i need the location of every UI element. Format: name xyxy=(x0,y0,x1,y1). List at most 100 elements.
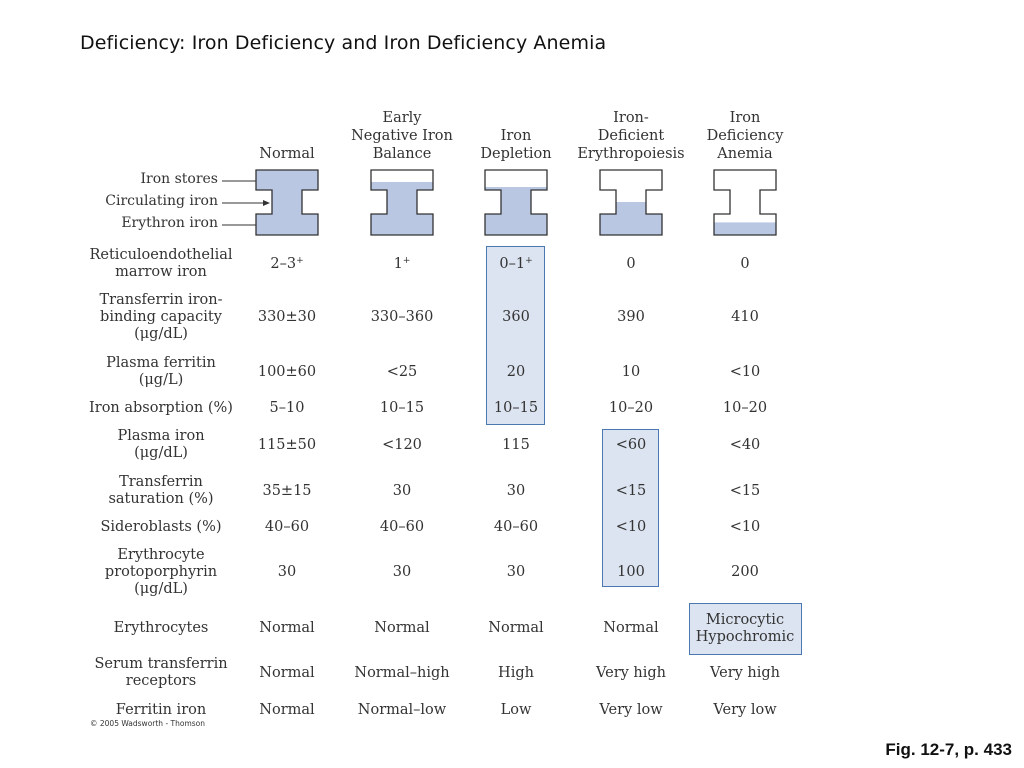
copyright: © 2005 Wadsworth - Thomson xyxy=(90,719,206,728)
iron-ibeam xyxy=(255,169,319,236)
table-cell: Normal–low xyxy=(357,702,447,718)
circulating-iron-fill xyxy=(600,202,662,214)
column-header: Early Negative Iron Balance xyxy=(351,110,453,162)
erythron-iron-fill xyxy=(371,214,433,235)
erythron-iron-fill xyxy=(256,214,318,235)
table-cell: 40–60 xyxy=(379,519,425,535)
circulating-iron-fill xyxy=(256,190,318,214)
column-header: Iron Depletion xyxy=(480,128,552,162)
table-cell: 1+ xyxy=(393,255,411,272)
circulating-iron-fill xyxy=(485,190,547,214)
table-cell: 30 xyxy=(392,564,412,580)
ibeam-outline xyxy=(713,169,777,236)
row-label: Serum transferrin receptors xyxy=(94,656,228,689)
iron-ibeam xyxy=(713,169,777,236)
table-cell: 35±15 xyxy=(262,482,312,499)
table-cell: 40–60 xyxy=(493,519,539,535)
iron-ibeam xyxy=(484,169,548,236)
highlight-iron-deficient-erythropoiesis xyxy=(602,429,659,587)
table-cell: 0–1+ xyxy=(499,255,533,272)
row-label: Reticuloendothelial marrow iron xyxy=(89,247,233,280)
table-cell: <40 xyxy=(729,436,761,453)
table-cell: <60 xyxy=(615,436,647,453)
table-cell: <120 xyxy=(382,436,422,453)
iron-stores-fill xyxy=(371,182,433,190)
row-label: Plasma iron (μg/dL) xyxy=(117,428,205,461)
ibeam-outline xyxy=(599,169,663,236)
table-cell: Microcytic Hypochromic xyxy=(695,611,795,645)
table-cell: 330–360 xyxy=(370,309,434,325)
table-cell: 390 xyxy=(617,309,645,325)
table-cell: 0 xyxy=(626,255,636,272)
label-erythron-iron: Erythron iron xyxy=(121,215,218,231)
table-cell: 30 xyxy=(506,482,526,499)
label-iron-stores: Iron stores xyxy=(140,171,218,187)
ibeam-outline xyxy=(255,169,319,236)
erythron-iron-fill xyxy=(714,222,776,235)
highlight-iron-deficiency-anemia xyxy=(689,603,802,655)
column-header: Iron Deficiency Anemia xyxy=(706,110,784,162)
row-label: Ferritin iron xyxy=(115,702,207,718)
table-cell: Normal xyxy=(603,620,659,636)
table-cell: 330±30 xyxy=(257,309,317,325)
table-cell: 100±60 xyxy=(257,363,317,380)
table-cell: 30 xyxy=(392,482,412,499)
table-cell: Low xyxy=(500,702,532,718)
table-cell: <15 xyxy=(729,482,761,499)
row-label: Erythrocyte protoporphyrin (μg/dL) xyxy=(104,547,218,597)
table-cell: 20 xyxy=(506,363,526,380)
table-cell: Normal xyxy=(259,664,315,681)
table-cell: 40–60 xyxy=(264,519,310,535)
table-cell: 10 xyxy=(621,363,641,380)
table-cell: 2–3+ xyxy=(270,255,304,272)
table-cell: High xyxy=(498,664,534,681)
circulating-iron-fill xyxy=(371,190,433,214)
erythron-iron-fill xyxy=(600,214,662,235)
table-cell: <25 xyxy=(386,363,418,380)
row-label: Iron absorption (%) xyxy=(89,400,233,416)
table-cell: 115 xyxy=(502,436,530,453)
table-cell: 10–20 xyxy=(608,400,654,416)
table-cell: 5–10 xyxy=(269,400,305,416)
table-cell: 115±50 xyxy=(257,436,317,453)
table-cell: 10–15 xyxy=(493,400,539,416)
row-label: Transferrin saturation (%) xyxy=(108,474,214,507)
erythron-iron-fill xyxy=(485,214,547,235)
table-cell: 200 xyxy=(731,564,759,580)
iron-stores-fill xyxy=(256,170,318,190)
row-label: Transferrin iron-binding capacity (μg/dL) xyxy=(99,292,223,342)
table-cell: Normal xyxy=(259,620,315,636)
iron-ibeam xyxy=(599,169,663,236)
row-label: Erythrocytes xyxy=(113,620,209,636)
table-cell: Normal xyxy=(374,620,430,636)
row-label: Plasma ferritin (μg/L) xyxy=(106,355,216,388)
table-cell: 30 xyxy=(277,564,297,580)
table-cell: <10 xyxy=(729,363,761,380)
table-cell: 10–20 xyxy=(722,400,768,416)
table-cell: Very low xyxy=(713,702,777,718)
table-cell: Very high xyxy=(595,664,667,681)
arrowhead-circulating-iron xyxy=(263,200,270,206)
column-header: Iron- Deficient Erythropoiesis xyxy=(577,110,685,162)
iron-stores-fill xyxy=(485,187,547,190)
table-cell: 360 xyxy=(502,309,530,325)
label-circulating-iron: Circulating iron xyxy=(105,193,218,209)
table-cell: <15 xyxy=(615,482,647,499)
table-cell: 410 xyxy=(731,309,759,325)
table-cell: <10 xyxy=(729,519,761,535)
figure-reference: Fig. 12-7, p. 433 xyxy=(885,740,1012,759)
table-cell: 100 xyxy=(617,564,645,580)
table-cell: 10–15 xyxy=(379,400,425,416)
ibeam-outline xyxy=(370,169,434,236)
highlight-iron-depletion xyxy=(486,246,545,425)
table-cell: Very high xyxy=(709,664,781,681)
table-cell: Very low xyxy=(599,702,663,718)
iron-ibeam xyxy=(370,169,434,236)
table-cell: <10 xyxy=(615,519,647,535)
table-cell: Normal–high xyxy=(354,664,450,681)
column-header: Normal xyxy=(259,146,315,162)
ibeam-outline xyxy=(484,169,548,236)
table-cell: Normal xyxy=(488,620,544,636)
table-cell: Normal xyxy=(259,702,315,718)
